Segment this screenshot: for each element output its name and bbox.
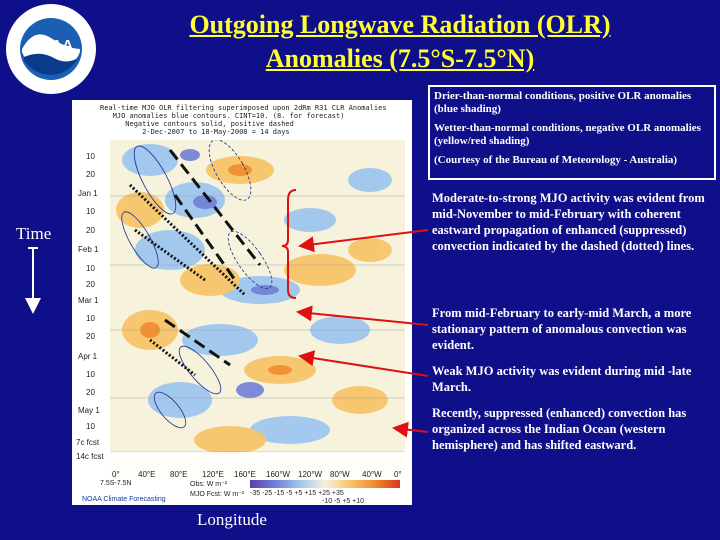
x-tick: 40°W (362, 470, 382, 479)
arrow-weak-mjo (298, 350, 429, 377)
x-tick: 120°W (298, 470, 323, 479)
lat-band-label: 7.5S-7.5N (100, 480, 132, 487)
info-panel: Drier-than-normal conditions, positive O… (428, 85, 716, 180)
y-tick: 20 (86, 332, 95, 341)
mjo-period-bracket (281, 189, 297, 299)
time-axis-label: Time (16, 224, 52, 243)
legend-values: -35 -25 -15 -5 +5 +15 +25 +35 (250, 490, 344, 497)
hovmoller-figure: Real-time MJO OLR filtering superimposed… (72, 100, 412, 505)
note-recent-convection: Recently, suppressed (enhanced) convecti… (432, 406, 687, 452)
y-tick: Mar 1 (78, 296, 99, 305)
x-tick: 80°W (330, 470, 350, 479)
noaa-logo: NOAA (4, 2, 98, 96)
arrow-mjo-activity (298, 229, 429, 253)
x-tick: 0° (394, 470, 402, 479)
y-tick: 10 (86, 314, 95, 323)
legend-colorbar (250, 480, 400, 488)
y-tick: May 1 (78, 406, 100, 415)
legend-mjo-label: MJO Fcst: W m⁻² (190, 491, 245, 498)
x-tick: 80°E (170, 470, 188, 479)
note-stationary-pattern: From mid-February to early-mid March, a … (432, 306, 692, 352)
y-tick: 20 (86, 226, 95, 235)
arrow-stationary-pattern (296, 305, 429, 326)
wet-conditions-text: Wetter-than-normal conditions, negative … (434, 122, 701, 147)
legend-obs-label: Obs: W m⁻² (190, 481, 228, 488)
x-tick: 0° (112, 470, 120, 479)
y-tick: 10 (86, 264, 95, 273)
noaa-logo-text: NOAA (29, 37, 73, 54)
y-tick: 20 (86, 170, 95, 179)
figure-credit: NOAA Climate Forecasting (82, 496, 166, 503)
x-tick: 160°E (234, 470, 256, 479)
x-tick: 40°E (138, 470, 156, 479)
note-mjo-activity: Moderate-to-strong MJO activity was evid… (432, 191, 705, 253)
arrow-recent-convection (392, 421, 429, 438)
note-weak-mjo: Weak MJO activity was evident during mid… (432, 364, 692, 394)
courtesy-text: (Courtesy of the Bureau of Meteorology -… (434, 154, 678, 166)
longitude-axis-label: Longitude (197, 510, 267, 529)
y-tick: 14c fcst (76, 452, 104, 461)
y-tick: 10 (86, 370, 95, 379)
y-tick: 20 (86, 388, 95, 397)
y-tick: 20 (86, 280, 95, 289)
x-tick: 120°E (202, 470, 224, 479)
y-tick: Jan 1 (78, 189, 98, 198)
x-tick: 160°W (266, 470, 291, 479)
time-arrow (25, 247, 41, 314)
y-tick: 10 (86, 422, 95, 431)
title-line-1: Outgoing Longwave Radiation (OLR) (189, 10, 611, 39)
y-tick: Feb 1 (78, 245, 99, 254)
page-title: Outgoing Longwave Radiation (OLR) Anomal… (130, 8, 670, 76)
y-tick: 7c fcst (76, 438, 100, 447)
dry-conditions-text: Drier-than-normal conditions, positive O… (434, 90, 692, 115)
anomaly-map (110, 140, 405, 478)
figure-header: Real-time MJO OLR filtering superimposed… (100, 104, 387, 136)
y-tick: 10 (86, 152, 95, 161)
y-tick: Apr 1 (78, 352, 98, 361)
y-tick: 10 (86, 207, 95, 216)
legend-values-mjo: -10 -5 +5 +10 (322, 498, 365, 505)
title-line-2: Anomalies (7.5°S-7.5°N) (265, 44, 535, 73)
